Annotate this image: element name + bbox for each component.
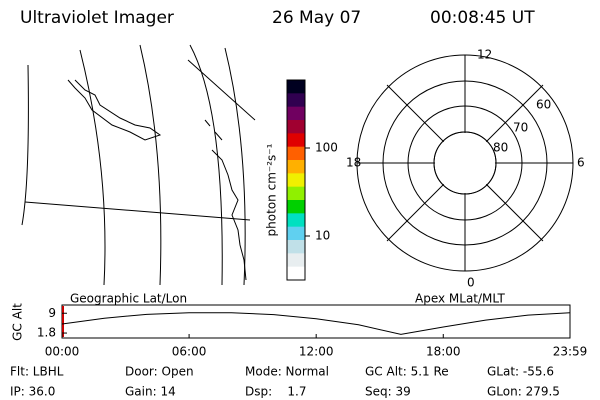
colorbar-band	[287, 160, 305, 174]
colorbar-band	[287, 200, 305, 214]
x-tick-label: 06:00	[172, 345, 207, 359]
plot-title: Apex MLat/MLT	[415, 292, 505, 306]
polar-label: 0	[467, 276, 475, 290]
colorbar	[286, 79, 310, 281]
colorbar-band	[287, 186, 305, 201]
status-field: GC Alt: 5.1 Re	[365, 365, 449, 379]
y-label: GC Alt	[11, 303, 25, 341]
x-tick-label: 18:00	[426, 345, 461, 359]
map	[21, 44, 256, 286]
status-field: Flt: LBHL	[10, 365, 64, 379]
plot-frame	[61, 304, 571, 339]
status-field: Mode: Normal	[245, 365, 329, 379]
polar-label: 60	[536, 98, 551, 112]
status-field: Seq: 39	[365, 385, 411, 399]
colorbar-band	[287, 106, 305, 121]
colorbar-band	[287, 266, 305, 281]
polar-label: 18	[346, 156, 361, 170]
y-tick-label: 1.8	[37, 326, 56, 340]
colorbar-band	[287, 80, 305, 94]
colorbar-band	[287, 173, 305, 188]
colorbar-band	[287, 213, 305, 228]
x-tick-label: 23:59	[553, 345, 588, 359]
polar-label: 70	[513, 121, 528, 135]
colorbar-label: photon cm⁻²s⁻¹	[265, 143, 279, 236]
y-tick-label: 9	[48, 306, 56, 320]
status-field: IP: 36.0	[10, 385, 55, 399]
colorbar-band	[287, 253, 305, 268]
status-field: Dsp: 1.7	[245, 385, 307, 399]
time: 00:08:45 UT	[430, 8, 535, 28]
date: 26 May 07	[272, 8, 361, 28]
colorbar-band	[287, 93, 305, 108]
colorbar-band	[287, 133, 305, 148]
colorbar-band	[287, 146, 305, 161]
altitude-line	[61, 312, 571, 335]
status-field: GLat: -55.6	[487, 365, 554, 379]
colorbar-band	[287, 120, 305, 134]
colorbar-tick: 100	[315, 141, 338, 155]
status-field: GLon: 279.5	[487, 385, 560, 399]
polar-ring	[433, 131, 497, 195]
x-tick-label: 12:00	[299, 345, 334, 359]
colorbar-tick: 10	[315, 229, 330, 243]
colorbar-frame	[286, 79, 306, 281]
polar-center	[435, 133, 495, 193]
status-field: Gain: 14	[125, 385, 176, 399]
colorbar-band	[287, 240, 305, 254]
title: Ultraviolet Imager	[20, 8, 174, 28]
colorbar-band	[287, 226, 305, 241]
status-field: Door: Open	[125, 365, 194, 379]
polar-label: 6	[577, 156, 585, 170]
polar-label: 80	[493, 141, 508, 155]
plot-title: Geographic Lat/Lon	[70, 292, 187, 306]
polar-label: 12	[477, 48, 492, 62]
x-tick-label: 00:00	[45, 345, 80, 359]
